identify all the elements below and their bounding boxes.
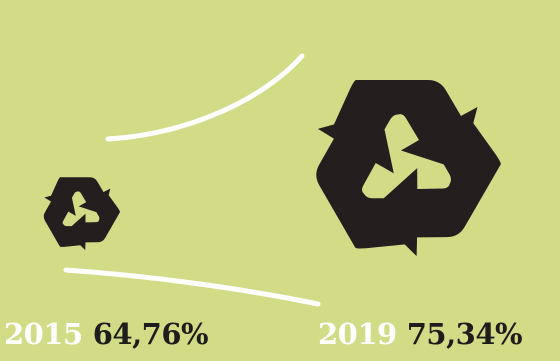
value-label: 64,76% <box>92 317 209 351</box>
year-label: 2015 <box>4 317 83 351</box>
entry-2019: 2019 75,34% <box>318 316 523 352</box>
connector-bottom <box>63 267 321 307</box>
connector-top <box>105 53 305 142</box>
year-label: 2019 <box>318 317 397 351</box>
value-label: 75,34% <box>406 317 523 351</box>
entry-2015: 2015 64,76% <box>4 316 209 352</box>
